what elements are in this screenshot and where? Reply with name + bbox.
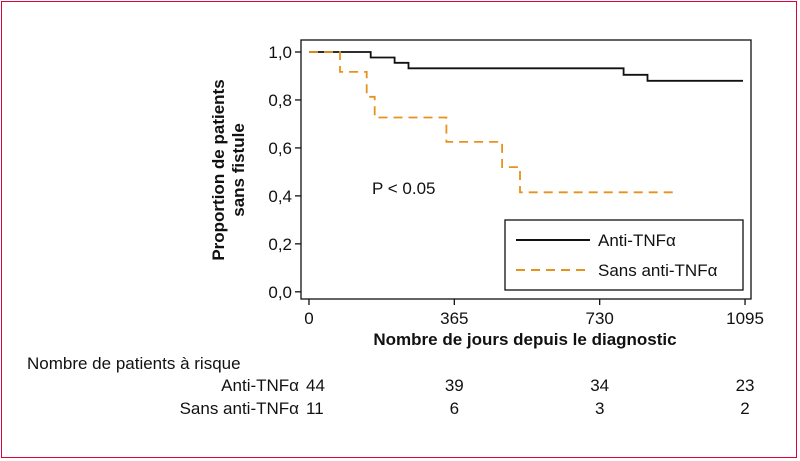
series-line-sans-anti-tnf [309,51,676,194]
risk-table-cell: 6 [450,399,459,418]
legend-label-sans-anti-tnf: Sans anti-TNFα [598,261,718,280]
plot-frame [300,39,752,300]
x-tick-label: 0 [304,309,313,328]
x-tick-label: 1095 [726,309,764,328]
risk-table-title: Nombre de patients à risque [27,354,241,373]
x-tick-label: 730 [585,309,613,328]
risk-row-label-anti-tnf: Anti-TNFα [221,376,299,395]
y-tick-label: 1,0 [268,43,292,62]
risk-table-cell: 11 [306,399,324,418]
series-layer [309,51,743,194]
risk-table-cell: 34 [590,376,609,395]
y-tick-label: 0,4 [268,187,292,206]
x-tick-label: 365 [440,309,468,328]
y-tick-label: 0,6 [268,139,292,158]
risk-table-cell: 2 [740,399,749,418]
y-axis-title-line2: sans fistule [229,123,248,217]
y-axis-title-line1: Proportion de patients [209,79,228,260]
risk-table-cell: 39 [445,376,464,395]
risk-table-cell: 23 [736,376,755,395]
p-value-annotation: P < 0.05 [372,179,436,198]
x-axis-title: Nombre de jours depuis le diagnostic [373,330,676,349]
legend-label-anti-tnf: Anti-TNFα [598,231,676,250]
legend: Anti-TNFα Sans anti-TNFα [504,219,744,291]
risk-table-cell: 3 [595,399,604,418]
y-tick-label: 0,8 [268,91,292,110]
y-tick-label: 0,2 [268,235,292,254]
y-tick-label: 0,0 [268,283,292,302]
y-axis-ticks: 0,0 0,2 0,4 0,6 0,8 1,0 [268,43,301,302]
series-line-anti-tnf [309,51,743,82]
risk-values: 44 39 34 23 11 6 3 2 [306,376,754,418]
risk-table-cell: 44 [306,376,325,395]
x-axis-ticks: 0 365 730 1095 [304,299,764,328]
legend-box [504,219,744,291]
risk-row-label-sans-anti-tnf: Sans anti-TNFα [180,399,300,418]
